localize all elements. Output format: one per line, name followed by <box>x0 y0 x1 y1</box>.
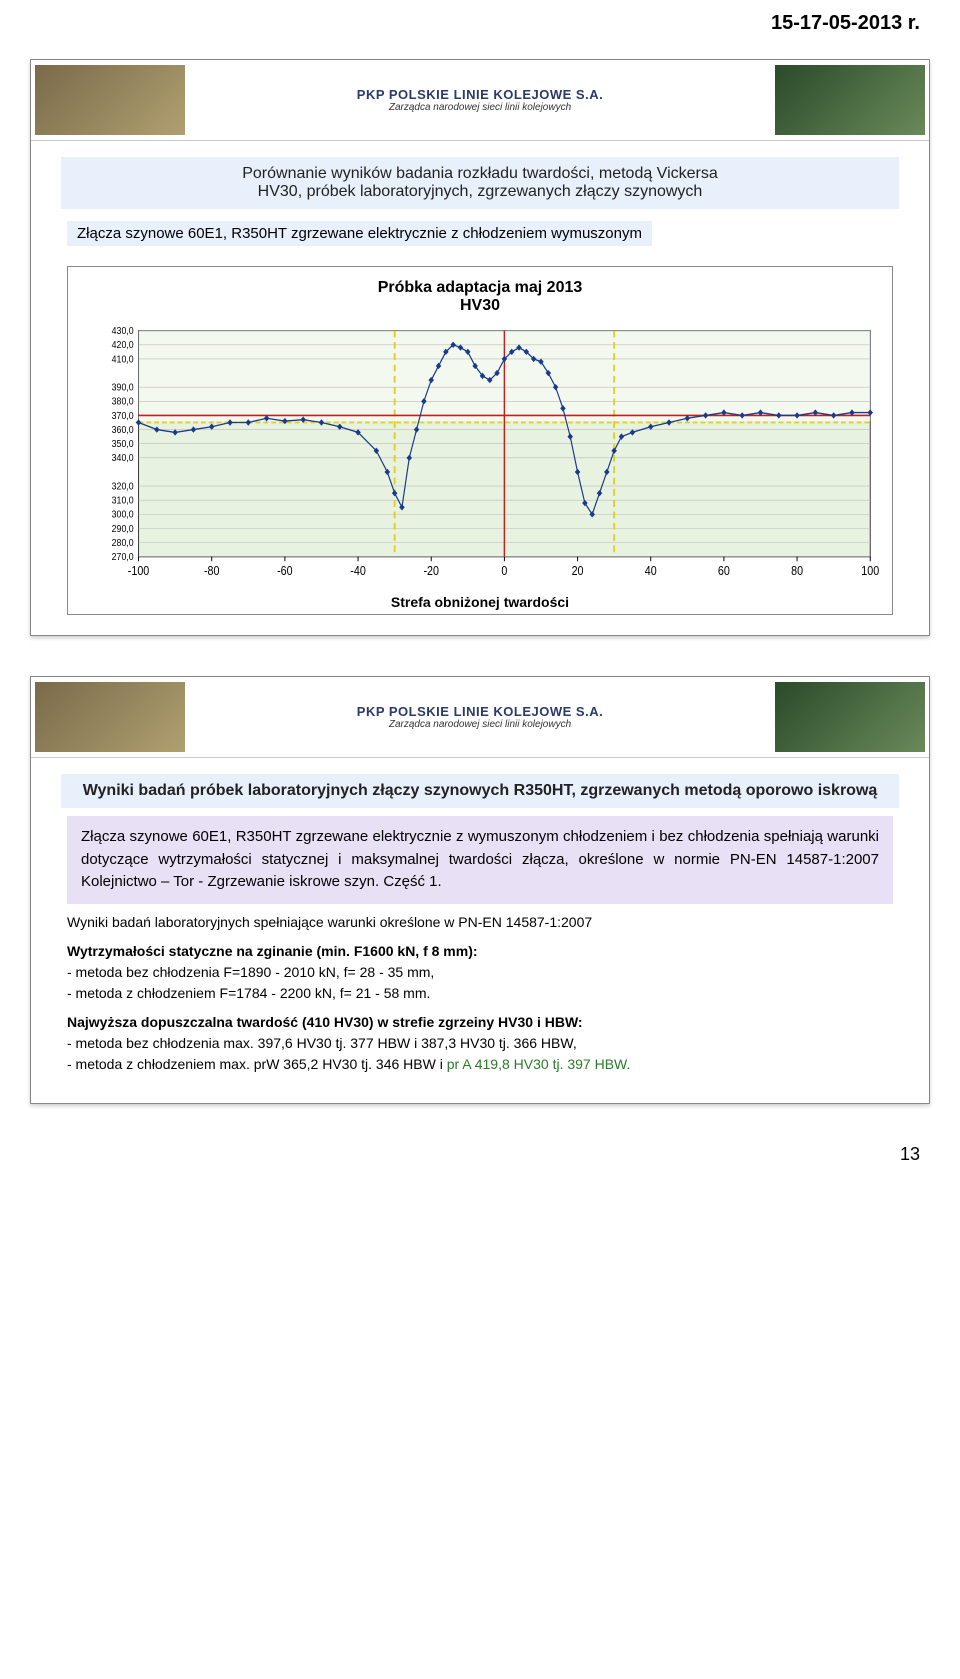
svg-text:270,0: 270,0 <box>112 552 134 564</box>
svg-text:100: 100 <box>861 564 879 578</box>
logo-name-2: PKP POLSKIE LINIE KOLEJOWE S.A. <box>189 704 771 719</box>
banner-photo-right-2 <box>775 682 925 752</box>
logo-sub-2: Zarządca narodowej sieci linii kolejowyc… <box>189 719 771 730</box>
logo-name: PKP POLSKIE LINIE KOLEJOWE S.A. <box>189 87 771 102</box>
slide1-title-l2: HV30, próbek laboratoryjnych, zgrzewanyc… <box>75 183 885 201</box>
svg-text:340,0: 340,0 <box>112 453 134 465</box>
slide2-p3-head: Najwyższa dopuszczalna twardość (410 HV3… <box>67 1014 583 1030</box>
slide2-p3-l1: - metoda bez chłodzenia max. 397,6 HV30 … <box>67 1035 577 1051</box>
slide-2: PKP POLSKIE LINIE KOLEJOWE S.A. Zarządca… <box>30 676 930 1104</box>
chart-container: Próbka adaptacja maj 2013 HV30 430,0 420,… <box>67 266 893 615</box>
svg-text:350,0: 350,0 <box>112 439 134 451</box>
slide2-p2-l2: - metoda z chłodzeniem F=1784 - 2200 kN,… <box>67 985 430 1001</box>
svg-text:-20: -20 <box>423 564 439 578</box>
slide2-p2-head: Wytrzymałości statyczne na zginanie (min… <box>67 943 478 959</box>
banner-2: PKP POLSKIE LINIE KOLEJOWE S.A. Zarządca… <box>31 677 929 758</box>
slide2-p1: Wyniki badań laboratoryjnych spełniające… <box>67 912 893 933</box>
slide2-p3-l2b: pr A 419,8 HV30 tj. 397 HBW. <box>447 1056 631 1072</box>
slide2-title: Wyniki badań próbek laboratoryjnych złąc… <box>61 774 899 808</box>
page-number: 13 <box>0 1144 960 1185</box>
slide2-highlight: Złącza szynowe 60E1, R350HT zgrzewane el… <box>67 816 893 904</box>
svg-text:430,0: 430,0 <box>112 325 134 337</box>
chart-title-l1: Próbka adaptacja maj 2013 <box>378 279 583 296</box>
slide2-title-text: Wyniki badań próbek laboratoryjnych złąc… <box>83 782 878 799</box>
svg-text:420,0: 420,0 <box>112 340 134 352</box>
svg-text:-100: -100 <box>128 564 149 578</box>
chart-plot: 430,0 420,0 410,0 390,0 380,0 370,0 360,0 350,0… <box>80 325 880 585</box>
banner-photo-left <box>35 65 185 135</box>
svg-text:-40: -40 <box>350 564 366 578</box>
slide2-p2: Wytrzymałości statyczne na zginanie (min… <box>67 941 893 1004</box>
chart-title-l2: HV30 <box>460 297 500 314</box>
svg-text:0: 0 <box>501 564 507 578</box>
slide2-p3: Najwyższa dopuszczalna twardość (410 HV3… <box>67 1012 893 1075</box>
svg-text:370,0: 370,0 <box>112 410 134 422</box>
slide2-p3-l2a: - metoda z chłodzeniem max. prW 365,2 HV… <box>67 1056 447 1072</box>
svg-text:380,0: 380,0 <box>112 396 134 408</box>
slide1-title: Porównanie wyników badania rozkładu twar… <box>61 157 899 209</box>
slide1-subtitle: Złącza szynowe 60E1, R350HT zgrzewane el… <box>67 221 652 246</box>
svg-text:20: 20 <box>572 564 584 578</box>
slide2-highlight-wrap: Złącza szynowe 60E1, R350HT zgrzewane el… <box>67 816 893 904</box>
svg-text:320,0: 320,0 <box>112 481 134 493</box>
svg-text:280,0: 280,0 <box>112 537 134 549</box>
svg-text:-80: -80 <box>204 564 220 578</box>
svg-text:-60: -60 <box>277 564 293 578</box>
chart-bottom-label: Strefa obniżonej twardości <box>80 594 880 610</box>
svg-text:300,0: 300,0 <box>112 509 134 521</box>
svg-text:390,0: 390,0 <box>112 382 134 394</box>
slide2-p1-text: Wyniki badań laboratoryjnych spełniające… <box>67 914 592 930</box>
page-date: 15-17-05-2013 r. <box>0 0 960 39</box>
svg-text:310,0: 310,0 <box>112 495 134 507</box>
banner-photo-right <box>775 65 925 135</box>
slide2-p2-l1: - metoda bez chłodzenia F=1890 - 2010 kN… <box>67 964 434 980</box>
slide1-title-l1: Porównanie wyników badania rozkładu twar… <box>75 165 885 183</box>
svg-text:60: 60 <box>718 564 730 578</box>
banner-1: PKP POLSKIE LINIE KOLEJOWE S.A. Zarządca… <box>31 60 929 141</box>
svg-text:360,0: 360,0 <box>112 424 134 436</box>
slide-1: PKP POLSKIE LINIE KOLEJOWE S.A. Zarządca… <box>30 59 930 636</box>
svg-text:80: 80 <box>791 564 803 578</box>
logo-block-2: PKP POLSKIE LINIE KOLEJOWE S.A. Zarządca… <box>189 704 771 730</box>
svg-text:290,0: 290,0 <box>112 523 134 535</box>
logo-sub: Zarządca narodowej sieci linii kolejowyc… <box>189 102 771 113</box>
chart-title: Próbka adaptacja maj 2013 HV30 <box>80 279 880 315</box>
banner-photo-left-2 <box>35 682 185 752</box>
svg-text:40: 40 <box>645 564 657 578</box>
svg-text:410,0: 410,0 <box>112 354 134 366</box>
logo-block: PKP POLSKIE LINIE KOLEJOWE S.A. Zarządca… <box>189 87 771 113</box>
